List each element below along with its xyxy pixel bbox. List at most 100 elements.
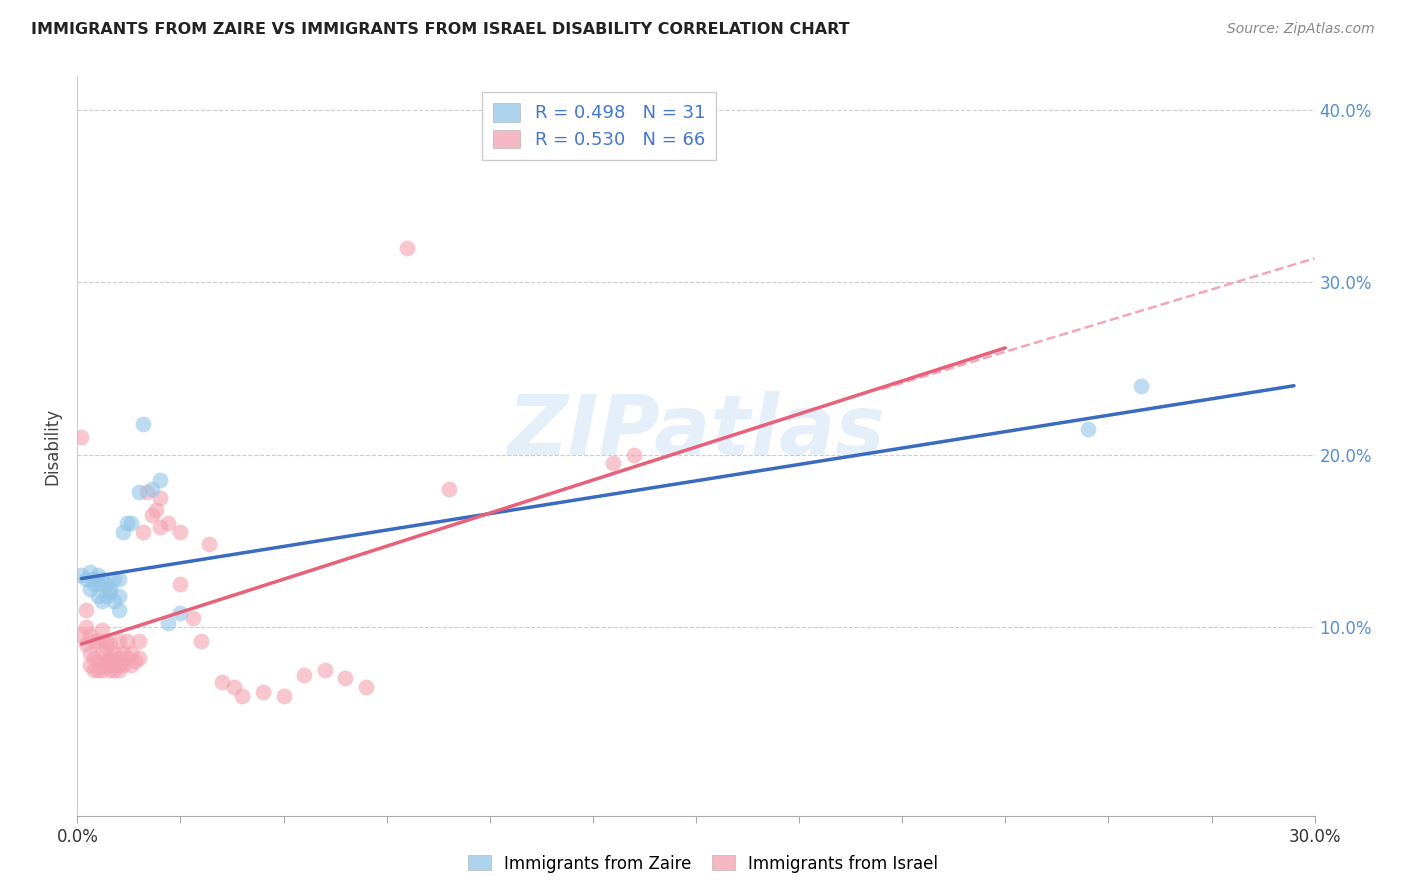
Point [75, 602, 97, 616]
Point [107, 663, 129, 677]
Point [87, 663, 110, 677]
Point [124, 654, 146, 668]
Point [91, 624, 114, 638]
Text: Source: ZipAtlas.com: Source: ZipAtlas.com [1227, 22, 1375, 37]
Point [335, 672, 357, 686]
Legend: Immigrants from Zaire, Immigrants from Israel: Immigrants from Zaire, Immigrants from I… [461, 848, 945, 880]
Point [623, 448, 645, 462]
Point [273, 689, 295, 703]
Point [111, 657, 134, 672]
Point [70, 628, 93, 642]
Point [75, 637, 97, 651]
Point [120, 657, 142, 672]
Point [96, 640, 118, 655]
Point [141, 508, 163, 522]
Point [96, 576, 118, 591]
Point [79, 565, 101, 579]
Point [128, 633, 150, 648]
Point [115, 650, 138, 665]
Point [103, 572, 125, 586]
Point [98, 663, 121, 677]
Point [169, 525, 191, 540]
Point [157, 616, 180, 631]
Text: ZIPatlas: ZIPatlas [508, 391, 884, 472]
Point [98, 650, 121, 665]
Point [107, 589, 129, 603]
Point [96, 657, 118, 672]
Point [252, 685, 274, 699]
Point [111, 646, 134, 660]
Point [314, 663, 336, 677]
Y-axis label: Disability: Disability [44, 408, 62, 484]
Point [79, 646, 101, 660]
Point [96, 633, 118, 648]
Point [1130, 378, 1153, 392]
Point [354, 680, 377, 694]
Point [87, 568, 110, 582]
Point [96, 654, 118, 668]
Point [87, 654, 110, 668]
Point [70, 568, 93, 582]
Point [96, 589, 118, 603]
Point [75, 620, 97, 634]
Point [115, 633, 138, 648]
Point [103, 646, 125, 660]
Point [136, 485, 159, 500]
Point [75, 572, 97, 586]
Point [103, 654, 125, 668]
Point [149, 491, 172, 505]
Point [120, 646, 142, 660]
Point [396, 241, 419, 255]
Point [602, 456, 624, 470]
Point [107, 650, 129, 665]
Point [91, 572, 114, 586]
Point [437, 482, 460, 496]
Point [87, 576, 110, 591]
Point [98, 582, 121, 596]
Point [169, 606, 191, 620]
Point [98, 657, 121, 672]
Point [292, 668, 315, 682]
Point [79, 657, 101, 672]
Point [70, 430, 93, 444]
Point [1077, 422, 1099, 436]
Point [211, 674, 233, 689]
Point [83, 650, 105, 665]
Point [91, 663, 114, 677]
Point [132, 417, 155, 431]
Point [83, 663, 105, 677]
Legend: R = 0.498   N = 31, R = 0.530   N = 66: R = 0.498 N = 31, R = 0.530 N = 66 [482, 92, 716, 160]
Point [128, 650, 150, 665]
Point [198, 537, 221, 551]
Point [107, 657, 129, 672]
Point [107, 602, 129, 616]
Point [87, 633, 110, 648]
Point [157, 516, 180, 531]
Point [91, 646, 114, 660]
Point [149, 474, 172, 488]
Point [111, 525, 134, 540]
Point [128, 485, 150, 500]
Point [169, 576, 191, 591]
Point [181, 611, 204, 625]
Point [145, 502, 167, 516]
Point [103, 594, 125, 608]
Point [222, 680, 245, 694]
Point [91, 594, 114, 608]
Point [79, 628, 101, 642]
Point [83, 576, 105, 591]
Point [231, 689, 253, 703]
Point [107, 572, 129, 586]
Point [87, 589, 110, 603]
Point [107, 633, 129, 648]
Point [83, 572, 105, 586]
Point [83, 633, 105, 648]
Text: IMMIGRANTS FROM ZAIRE VS IMMIGRANTS FROM ISRAEL DISABILITY CORRELATION CHART: IMMIGRANTS FROM ZAIRE VS IMMIGRANTS FROM… [31, 22, 849, 37]
Point [190, 633, 212, 648]
Point [103, 663, 125, 677]
Point [79, 582, 101, 596]
Point [115, 516, 138, 531]
Point [98, 585, 121, 599]
Point [98, 637, 121, 651]
Point [149, 520, 172, 534]
